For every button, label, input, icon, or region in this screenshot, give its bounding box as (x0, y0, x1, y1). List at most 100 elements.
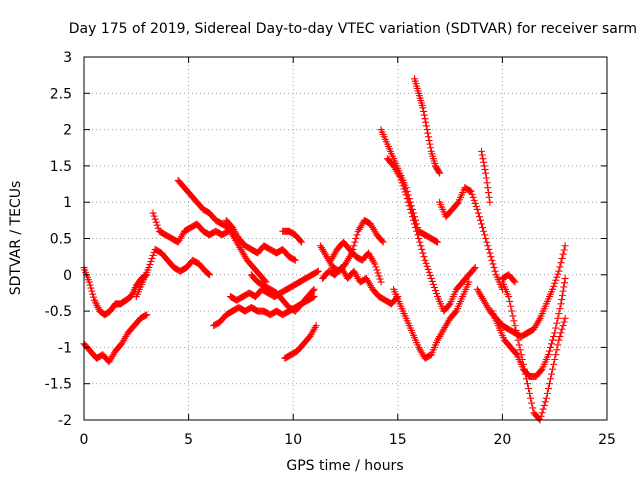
data-point (409, 216, 417, 224)
data-point (478, 151, 486, 159)
data-point (465, 278, 473, 286)
data-point (152, 218, 160, 226)
data-point (506, 297, 514, 305)
data-point (290, 256, 298, 264)
data-point (377, 278, 385, 286)
series-arc-23 (498, 278, 569, 424)
data-point (560, 279, 568, 287)
y-tick-label: 3 (63, 50, 72, 66)
data-point (559, 287, 567, 295)
data-point (420, 253, 428, 261)
data-point (527, 394, 535, 402)
data-point (87, 284, 95, 292)
data-point (522, 375, 530, 383)
data-point (425, 136, 433, 144)
y-tick-label: -1 (58, 340, 72, 356)
series-arc-17 (411, 75, 444, 177)
data-point (551, 329, 559, 337)
data-point (554, 314, 562, 322)
data-point (552, 324, 560, 332)
grid-lines (84, 57, 607, 420)
data-point (429, 280, 437, 288)
data-point (467, 187, 475, 195)
series-arc-04 (149, 209, 232, 246)
data-point (550, 333, 558, 341)
data-point (426, 271, 434, 279)
data-point (551, 356, 559, 363)
data-point (451, 308, 459, 316)
data-point (480, 158, 488, 166)
data-point (430, 284, 438, 292)
data-point (372, 263, 380, 271)
data-point (560, 283, 568, 291)
data-point (413, 227, 421, 235)
data-point (351, 238, 359, 246)
data-point (352, 235, 360, 242)
y-tick-label: 2.5 (50, 86, 72, 102)
data-point (560, 246, 568, 254)
data-point (515, 341, 523, 349)
data-point (511, 322, 519, 330)
data-point (150, 212, 158, 220)
series-arc-06 (210, 293, 318, 330)
data-point (561, 274, 569, 282)
data-point (489, 260, 497, 268)
data-point (427, 144, 435, 152)
data-point (353, 231, 361, 239)
data-point (417, 242, 425, 250)
data-point (397, 176, 405, 184)
data-point (297, 237, 305, 245)
data-point (481, 166, 489, 174)
series-arc-02 (80, 311, 151, 366)
data-point (524, 380, 532, 388)
data-point (477, 147, 485, 155)
data-point (471, 199, 479, 207)
data-point (482, 235, 490, 242)
x-tick-label: 5 (184, 432, 193, 448)
data-point (149, 209, 157, 217)
data-point (204, 270, 212, 278)
data-point (513, 331, 521, 339)
data-point (539, 405, 547, 413)
data-point (549, 336, 557, 344)
data-point (556, 305, 564, 313)
data-point (396, 173, 404, 181)
x-tick-label: 15 (389, 432, 407, 448)
data-point (424, 129, 432, 137)
data-point (310, 285, 318, 293)
data-point (540, 401, 548, 409)
data-point (411, 220, 419, 228)
data-point (298, 238, 306, 246)
data-point (556, 333, 564, 341)
data-point (550, 282, 558, 290)
data-point (414, 231, 422, 239)
data-point (548, 340, 556, 348)
data-point (544, 385, 552, 393)
data-point (142, 311, 150, 319)
y-tick-label: 1 (63, 195, 72, 211)
data-point (205, 270, 213, 278)
data-point (480, 162, 488, 170)
data-point (521, 370, 529, 378)
data-point (418, 245, 426, 253)
data-point (350, 242, 358, 250)
data-point (416, 238, 424, 246)
data-point (483, 179, 491, 187)
data-point (538, 409, 546, 417)
x-tick-label: 0 (80, 432, 89, 448)
data-point (480, 227, 488, 235)
data-point (149, 251, 157, 259)
data-point (559, 322, 567, 330)
series-arc-08 (222, 216, 299, 264)
data-point (552, 351, 560, 359)
series-arc-16 (383, 155, 479, 315)
data-point (399, 182, 407, 190)
series-arc-20 (477, 147, 494, 206)
data-point (561, 314, 569, 322)
data-point (517, 351, 525, 359)
x-tick-label: 25 (598, 432, 616, 448)
data-point (519, 360, 527, 368)
data-point (485, 245, 493, 253)
y-tick-label: -2 (58, 413, 72, 429)
